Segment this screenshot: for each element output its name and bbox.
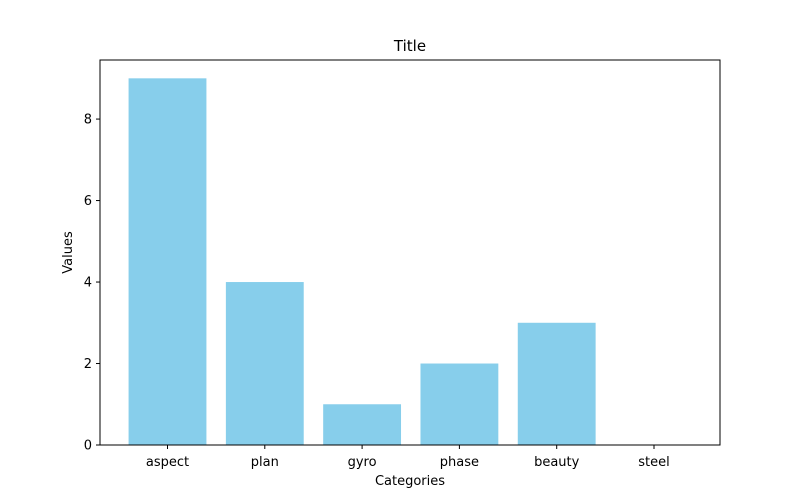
x-tick-label: gyro [348,455,377,470]
x-tick-label: phase [440,455,479,470]
y-tick-label: 0 [84,439,92,454]
y-tick-label: 8 [84,113,92,128]
bar-plan [225,282,304,445]
y-tick-label: 6 [84,194,92,209]
x-axis: aspect plan gyro phase beauty steel [146,445,670,470]
bars-group [128,78,596,445]
x-axis-label: Categories [375,474,445,489]
bar-phase [420,363,499,445]
x-tick-label: aspect [146,455,189,470]
x-tick-label: plan [251,455,279,470]
y-tick-label: 4 [84,276,92,291]
bar-beauty [517,322,596,445]
y-axis-label: Values [61,231,76,274]
x-tick-label: beauty [534,455,580,470]
bar-gyro [323,404,402,445]
chart-title: Title [393,37,426,55]
y-tick-label: 2 [84,357,92,372]
plot-frame [99,59,721,446]
y-axis: 0 2 4 6 8 [84,113,100,454]
x-tick-label: steel [638,455,669,470]
bar-aspect [128,78,207,445]
